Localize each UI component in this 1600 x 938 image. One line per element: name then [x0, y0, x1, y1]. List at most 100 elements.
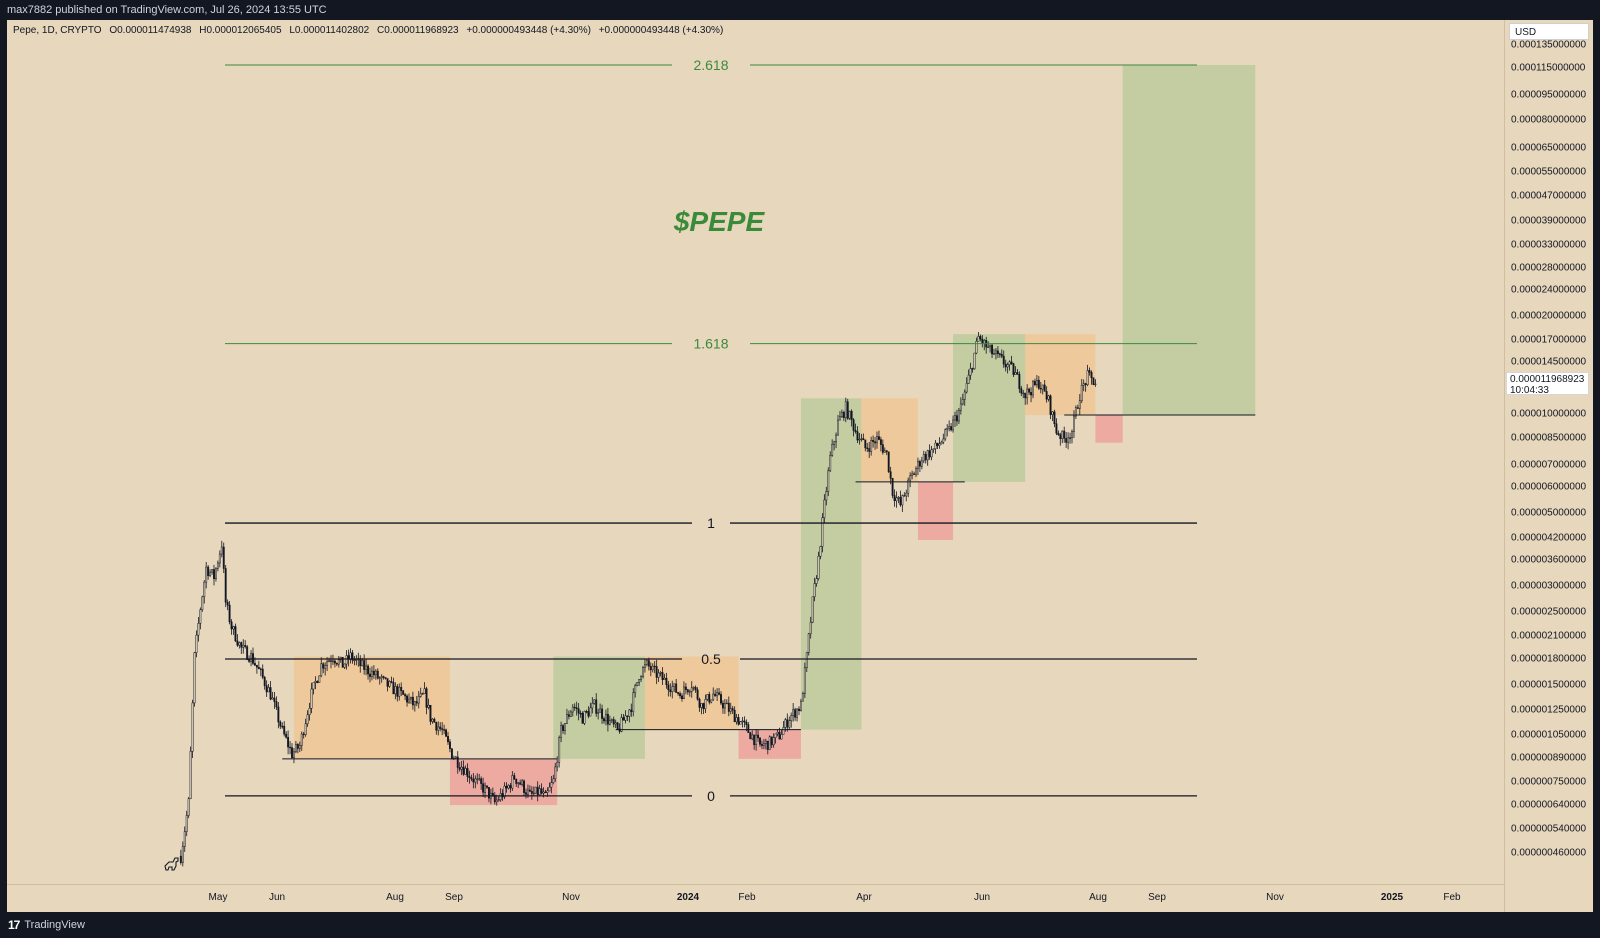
zone-red-10[interactable]: [1095, 415, 1123, 443]
candle-body: [655, 666, 658, 678]
candle-body: [735, 717, 738, 723]
candle-body: [523, 780, 525, 793]
zone-green-8[interactable]: [953, 334, 1026, 482]
candle-body: [460, 766, 463, 770]
candle-body: [690, 687, 693, 692]
candle-body: [382, 676, 385, 678]
price-chart[interactable]: 0 0.5 1 1.618 2.618 $PEPE: [7, 20, 1504, 884]
candle-body: [946, 428, 949, 430]
candle-body: [636, 682, 639, 686]
candle-body: [449, 741, 451, 749]
price-tick: 0.000001800000: [1511, 653, 1587, 665]
candle-body: [683, 686, 685, 699]
candle-body: [429, 704, 432, 722]
candle-body: [883, 450, 886, 453]
candle-body: [813, 583, 816, 598]
candle-body: [228, 604, 231, 623]
candle-body: [536, 786, 539, 796]
candle-body: [1041, 384, 1044, 390]
tradingview-logo-icon: 17: [8, 918, 20, 932]
candle-body: [240, 642, 243, 648]
candle-body: [433, 718, 436, 723]
candle-body: [1055, 423, 1058, 434]
candle-body: [1034, 381, 1036, 386]
price-tick: 0.000000460000: [1511, 847, 1587, 859]
time-tick: Sep: [445, 892, 463, 903]
legend-symbol[interactable]: Pepe, 1D, CRYPTO: [13, 25, 102, 36]
publish-text: max7882 published on TradingView.com, Ju…: [7, 4, 327, 16]
candle-body: [400, 686, 403, 691]
zone-orange-6[interactable]: [861, 398, 918, 482]
price-axis[interactable]: USD 0.000011968923 10:04:33 0.0001350000…: [1504, 20, 1593, 912]
tradingview-brand: TradingView: [24, 919, 85, 931]
candle-body: [298, 745, 301, 749]
candle-body: [333, 660, 336, 664]
candle-body: [573, 706, 576, 709]
zone-green-11[interactable]: [1122, 65, 1256, 416]
candle-body: [1008, 361, 1011, 365]
zone-green-2[interactable]: [553, 656, 645, 759]
candle-body: [891, 478, 894, 496]
chart-panel[interactable]: 0 0.5 1 1.618 2.618 $PEPE Pepe, 1D, CRYPTO O…: [7, 20, 1593, 912]
candle-body: [665, 677, 668, 686]
candle-body: [1012, 363, 1015, 375]
candle-body: [630, 709, 633, 712]
legend-open: O0.000011474938: [109, 25, 192, 36]
time-tick: Aug: [386, 892, 404, 903]
zone-red-1[interactable]: [449, 758, 558, 806]
candle-body: [780, 734, 783, 740]
candle-body: [759, 737, 761, 745]
candle-body: [556, 761, 559, 768]
currency-selector[interactable]: USD: [1509, 23, 1589, 40]
candle-body: [932, 448, 935, 451]
candle-body: [216, 562, 219, 569]
candle-body: [525, 792, 527, 795]
candle-body: [345, 655, 348, 665]
candle-body: [684, 686, 687, 690]
candle-body: [454, 756, 457, 759]
candle-body: [720, 694, 722, 704]
candle-body: [608, 720, 611, 725]
candle-body: [294, 744, 297, 753]
price-tick: 0.000055000000: [1511, 166, 1587, 178]
candle-body: [199, 609, 202, 624]
tradingview-logo[interactable]: 17 TradingView: [8, 912, 85, 938]
time-axis[interactable]: May Jun Aug Sep Nov 2024 Feb Apr Jun Aug Sep Nov 202…: [7, 884, 1504, 912]
candle-body: [310, 688, 313, 709]
candle-body: [975, 341, 978, 354]
candle-body: [1035, 379, 1038, 386]
zone-red-7[interactable]: [917, 481, 954, 540]
candle-body: [778, 731, 781, 740]
candle-body: [255, 664, 258, 668]
candle-body: [971, 368, 974, 370]
candle-body: [854, 430, 857, 433]
candle-body: [928, 450, 931, 458]
candle-body: [275, 701, 278, 708]
candle-body: [1024, 392, 1027, 399]
candle-body: [376, 670, 379, 679]
price-tick: 0.000024000000: [1511, 284, 1587, 296]
candle-body: [355, 659, 358, 661]
candle-body: [954, 415, 956, 421]
candle-body: [920, 460, 923, 467]
candle-body: [862, 438, 865, 441]
candle-body: [792, 709, 795, 716]
candle-body: [550, 782, 553, 788]
price-tick: 0.000080000000: [1511, 114, 1587, 126]
candle-body: [595, 699, 598, 714]
candle-body: [864, 439, 867, 449]
candle-body: [207, 566, 210, 576]
price-tick: 0.000001250000: [1511, 704, 1587, 716]
zone-green-5[interactable]: [800, 398, 862, 730]
candle-body: [571, 706, 574, 713]
candle-body: [1043, 384, 1046, 392]
candle-body: [856, 431, 859, 441]
candle-body: [542, 791, 545, 794]
candle-body: [361, 660, 364, 667]
candle-body: [205, 566, 208, 583]
drawing-mascot-icon[interactable]: [164, 857, 179, 871]
candle-body: [250, 653, 253, 662]
candle-body: [242, 645, 245, 648]
fibonacci-layer: 0 0.5 1 1.618 2.618: [225, 57, 1197, 804]
zone-orange-9[interactable]: [1025, 334, 1096, 416]
